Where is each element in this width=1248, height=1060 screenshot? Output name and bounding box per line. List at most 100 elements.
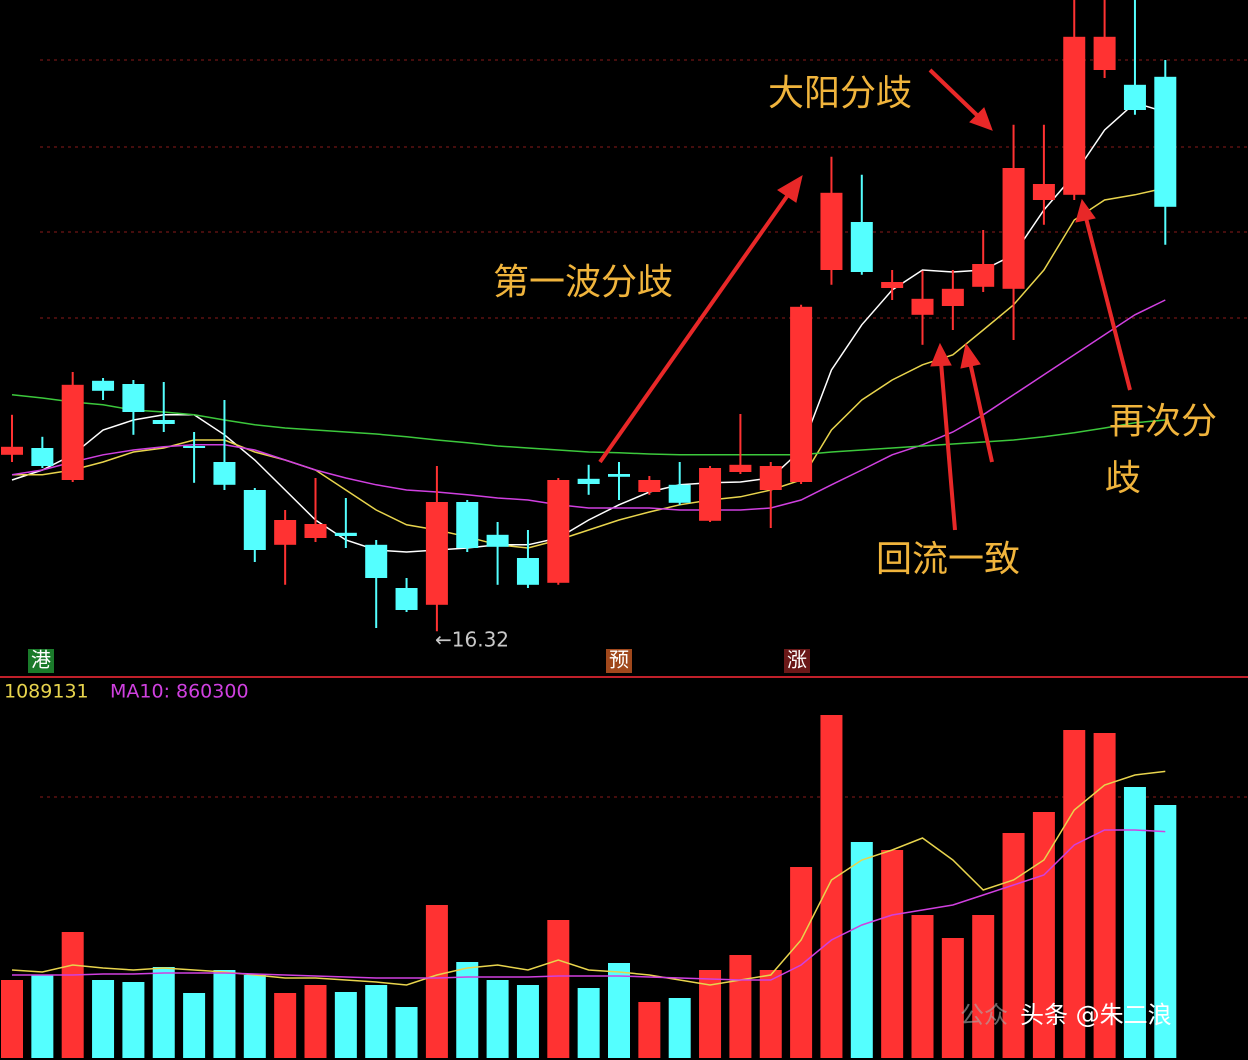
watermark: 公众 <box>960 1001 1008 1029</box>
candle-body <box>729 464 752 472</box>
candle-body <box>941 288 964 306</box>
volume-bar <box>92 980 115 1058</box>
ma-line <box>12 829 1166 981</box>
marker-box <box>606 649 632 673</box>
volume-bar <box>911 915 934 1058</box>
candle-body <box>881 282 904 288</box>
volume-bar <box>1002 833 1025 1058</box>
volume-bar <box>790 867 813 1058</box>
candle-body <box>911 298 934 315</box>
candle-body <box>1032 184 1055 200</box>
watermark: 头条 @朱二浪 <box>1020 1001 1172 1029</box>
volume-bar <box>1 980 23 1058</box>
volume-bar <box>820 715 843 1058</box>
marker-box <box>28 649 54 673</box>
volume-bar <box>365 985 388 1058</box>
volume-bar <box>274 993 297 1058</box>
volume-bar <box>395 1007 418 1058</box>
arrows <box>598 68 1132 531</box>
candle-body <box>486 534 509 547</box>
marker-box <box>784 649 810 673</box>
candle-body <box>213 462 236 485</box>
candle-body <box>1123 84 1146 110</box>
candle-body <box>31 448 54 466</box>
volume-bar <box>456 962 479 1058</box>
candle-body <box>1 446 23 455</box>
candle-body <box>547 480 570 583</box>
candle-body <box>456 502 479 548</box>
annotation: 歧 <box>1105 458 1141 499</box>
marker: 预 <box>609 648 629 672</box>
volume-bar <box>1032 812 1055 1058</box>
volume-bar <box>699 970 722 1058</box>
ma-line <box>11 299 1166 511</box>
candle-body <box>334 532 357 536</box>
annotation: 回流一致 <box>876 539 1020 580</box>
arrow <box>598 190 792 464</box>
volume-bar <box>972 915 995 1058</box>
ma5-label: 1089131 <box>4 681 89 703</box>
annotation: 大阳分歧 <box>768 73 912 114</box>
volume-bar <box>1063 730 1086 1058</box>
volume-bar <box>304 985 327 1058</box>
volume-bar <box>516 985 539 1058</box>
volume-bar <box>152 967 175 1058</box>
volume-bar <box>577 988 600 1058</box>
candle-body <box>972 264 995 287</box>
candle-body <box>850 222 873 272</box>
marker: 港 <box>31 648 51 672</box>
volume-bar <box>1123 787 1146 1058</box>
volume-bar <box>547 920 570 1058</box>
volume-bar <box>1154 805 1177 1058</box>
annotation: 再次分 <box>1109 401 1217 442</box>
marks <box>1 0 1177 1058</box>
ma-line <box>11 394 1166 456</box>
candle-body <box>516 558 539 585</box>
candle-body <box>577 478 600 484</box>
candle-body <box>699 468 722 521</box>
ma-line <box>12 187 1166 549</box>
candle-body <box>425 502 448 605</box>
arrow <box>968 361 994 463</box>
volume-bar <box>881 850 904 1058</box>
candle-body <box>820 192 843 270</box>
volume-bar <box>61 932 84 1058</box>
candle-body <box>304 524 327 538</box>
volume-bar <box>486 980 509 1058</box>
arrow-head <box>960 342 981 369</box>
grid <box>40 59 1248 798</box>
candle-body <box>152 420 175 424</box>
volume-bar <box>334 992 357 1058</box>
volume-bar <box>183 993 206 1058</box>
candle-body <box>1002 168 1025 289</box>
volume-bar <box>1093 733 1116 1058</box>
volume-bar <box>122 982 145 1058</box>
arrow-head <box>777 174 803 203</box>
volume-bar <box>425 905 448 1058</box>
candle-body <box>183 446 206 448</box>
arrow <box>1084 217 1132 391</box>
candle-body <box>638 480 661 492</box>
ma10-label: MA10: 860300 <box>110 681 249 703</box>
volume-bar <box>638 1002 661 1058</box>
volume-bar <box>213 970 236 1058</box>
candle-body <box>759 466 782 490</box>
candle-body <box>61 384 84 480</box>
volume-bar <box>729 955 752 1058</box>
candle-body <box>1154 76 1177 207</box>
candle-body <box>243 490 266 550</box>
candle-body <box>92 380 115 391</box>
volume-bar <box>850 842 873 1058</box>
arrow-head <box>969 107 993 131</box>
volume-bar <box>608 963 630 1058</box>
volume-bar <box>31 975 54 1058</box>
candle-body <box>365 544 388 578</box>
candle-body <box>790 306 813 482</box>
candle-body <box>274 520 297 545</box>
marker: 涨 <box>787 648 807 672</box>
arrow <box>928 68 982 120</box>
candle-body <box>608 474 630 477</box>
volume-bar <box>668 998 691 1058</box>
